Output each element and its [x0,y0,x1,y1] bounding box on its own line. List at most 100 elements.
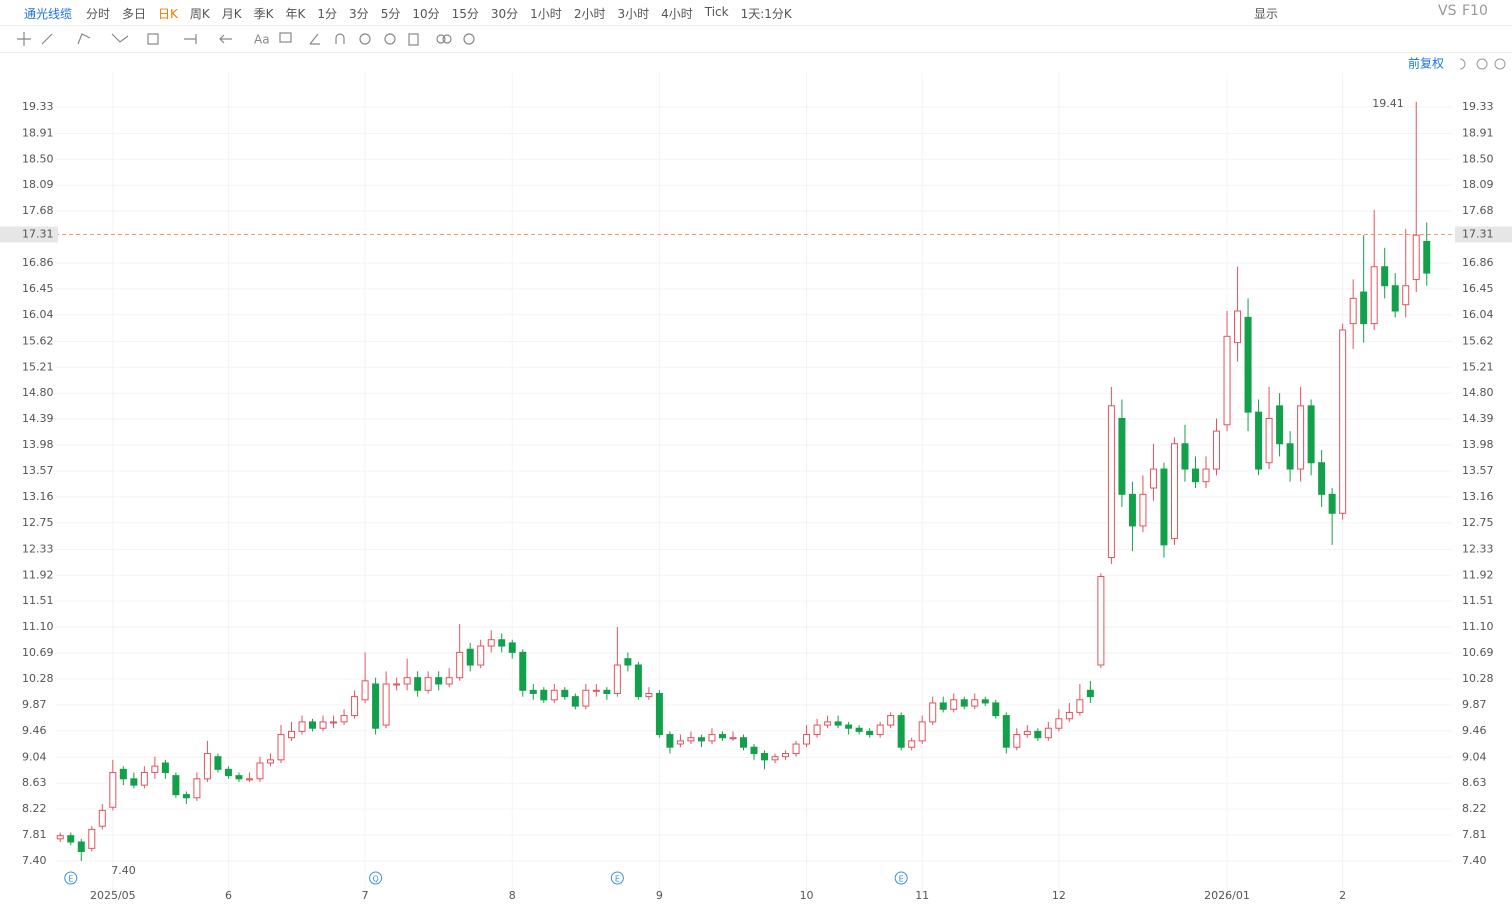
y-tick-label: 7.40 [22,854,47,867]
period-tab[interactable]: 年K [285,7,306,21]
y-tick-label: 13.57 [22,464,54,477]
candle-body [140,771,148,786]
y-tick-label: 13.98 [22,438,54,451]
candle-body [88,828,96,849]
candle-body [792,743,800,755]
y-tick-label-right: 10.28 [1462,672,1494,685]
candle-body [182,794,190,799]
stock-name[interactable]: 通光线缆 [24,7,73,21]
candle-body [655,692,663,736]
period-tab[interactable]: 5分 [380,7,401,21]
candle-body [750,746,758,755]
y-tick-label: 14.80 [22,386,54,399]
y-tick-label-right: 16.04 [1462,308,1494,321]
candle-body [845,724,853,729]
candle-body [761,753,769,761]
candle-body [929,702,937,723]
y-tick-label: 15.21 [22,360,54,373]
period-tab[interactable]: 3分 [349,7,369,21]
candle-body [1044,727,1052,739]
candle-body [540,689,548,701]
y-tick-label-right: 14.39 [1462,412,1494,425]
y-tick-label-right: 19.33 [1462,100,1494,113]
candle-body [330,721,338,724]
candle-body [771,756,779,761]
candle-body [445,677,453,685]
candle-body [456,651,464,679]
period-tab[interactable]: Tick [704,5,729,19]
candle-body [1097,576,1105,666]
candle-body [424,677,432,691]
event-label: E [615,875,620,884]
y-tick-label-right: 9.04 [1462,750,1487,763]
display-menu[interactable]: 显示 [1254,7,1279,21]
f10-button[interactable]: F10 [1462,3,1488,19]
y-tick-label-right: 15.62 [1462,334,1494,347]
candle-body [1076,699,1084,713]
candle-body [729,737,737,740]
period-tab[interactable]: 周K [189,7,210,21]
candle-body [151,765,159,773]
period-tab[interactable]: 1分 [317,7,338,21]
x-tick-label: 2025/05 [90,889,136,902]
period-tab[interactable]: 2小时 [573,7,606,21]
y-tick-label: 16.86 [22,256,54,269]
candle-body [1055,718,1063,729]
y-tick-label-right: 11.92 [1462,568,1494,581]
vs-button[interactable]: VS [1438,3,1457,19]
period-tab[interactable]: 15分 [451,7,479,21]
y-tick-label: 11.10 [22,620,54,633]
candle-body [1191,468,1199,483]
period-tab[interactable]: 1天:1分K [740,7,792,21]
candle-body [1149,468,1157,489]
candle-body [782,753,790,758]
x-tick-label: 6 [225,889,232,902]
candle-body [529,689,537,694]
adjust-mode[interactable]: 前复权 [1408,56,1444,71]
period-tab[interactable]: 月K [221,7,242,21]
y-tick-label-right: 17.68 [1462,204,1494,217]
candle-body [1034,730,1042,739]
low-marker: 7.40 [111,864,136,877]
candle-body [981,699,989,704]
y-tick-label-right: 7.81 [1462,828,1487,841]
candle-body [382,683,390,726]
candle-body [119,768,127,780]
period-tab[interactable]: 4小时 [661,7,693,21]
period-tab[interactable]: 季K [253,7,274,21]
period-tab[interactable]: 多日 [122,7,147,21]
candle-body [1381,266,1389,287]
y-tick-label: 17.68 [22,204,54,217]
period-tab[interactable]: 3小时 [617,7,650,21]
candle-body [592,689,600,692]
y-tick-label: 18.50 [22,152,54,165]
candle-body [193,778,201,799]
event-icon [894,871,908,885]
candle-body [992,702,1000,717]
candle-body [256,762,264,780]
candle-body [1107,405,1115,559]
period-tab[interactable]: 分时 [86,7,111,21]
candle-body [971,699,979,707]
candle-body [98,809,106,827]
y-tick-label: 8.22 [22,802,47,815]
y-tick-label-right: 7.40 [1462,854,1487,867]
candle-body [1423,240,1431,274]
period-tab[interactable]: 10分 [412,7,440,21]
period-tab[interactable]: 30分 [490,7,519,21]
y-tick-label: 12.33 [22,542,54,555]
period-tab[interactable]: 日K [158,7,178,21]
candle-body [1065,711,1073,720]
y-tick-label: 15.62 [22,334,54,347]
candle-body [624,658,632,666]
period-tab[interactable]: 1小时 [530,7,562,21]
candle-body [603,689,611,694]
candle-body [1391,285,1399,312]
event-label: Q [372,875,378,884]
candle-body [1402,285,1410,306]
candle-body [508,642,516,653]
candle-body [803,734,811,745]
candle-body [687,737,695,742]
y-tick-label: 7.81 [22,828,47,841]
candle-body [319,721,327,729]
